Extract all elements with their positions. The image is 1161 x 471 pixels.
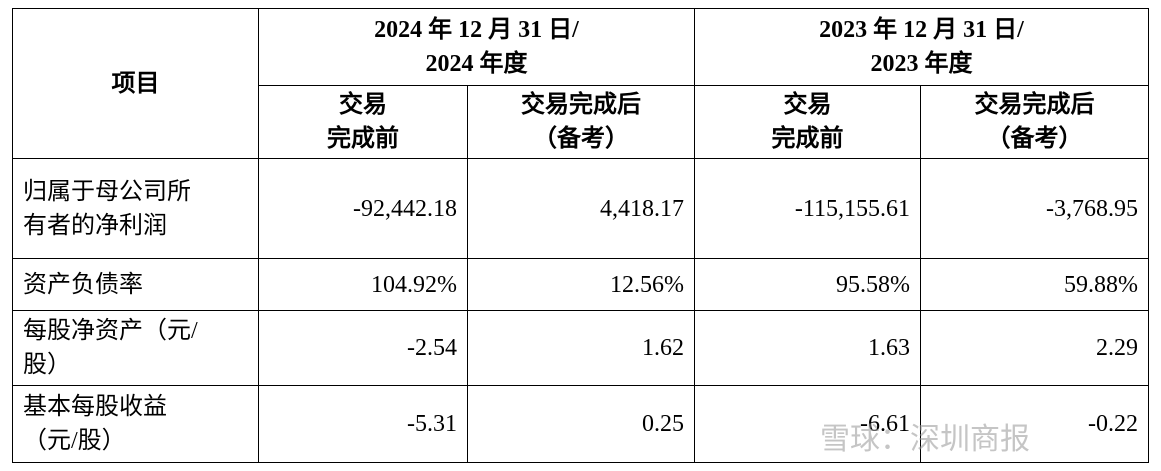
cell-value: -92,442.18 — [258, 158, 468, 259]
header-row: 项目 2024 年 12 月 31 日/ 2024 年度 2023 年 12 月… — [12, 8, 1149, 159]
table-row: 归属于母公司所 有者的净利润 -92,442.18 4,418.17 -115,155… — [12, 158, 1149, 259]
cell-value: 0.25 — [467, 385, 695, 463]
row-label: 每股净资产（元/ 股） — [12, 310, 259, 386]
cell-value: 95.58% — [694, 258, 921, 311]
table-row: 每股净资产（元/ 股） -2.54 1.62 1.63 2.29 — [12, 310, 1149, 386]
row-label: 基本每股收益 （元/股） — [12, 385, 259, 463]
header-item: 项目 — [12, 8, 259, 159]
cell-value: -3,768.95 — [920, 158, 1149, 259]
column-header: 交易完成后 （备考） — [920, 85, 1149, 159]
period-header: 2024 年 12 月 31 日/ 2024 年度 — [258, 8, 695, 86]
cell-value: 2.29 — [920, 310, 1149, 386]
table-row: 资产负债率 104.92% 12.56% 95.58% 59.88% — [12, 258, 1149, 311]
cell-value: 59.88% — [920, 258, 1149, 311]
cell-value: 1.62 — [467, 310, 695, 386]
row-label: 资产负债率 — [12, 258, 259, 311]
column-header: 交易 完成前 — [694, 85, 921, 159]
cell-value: 12.56% — [467, 258, 695, 311]
cell-value: -0.22 — [920, 385, 1149, 463]
cell-value: 4,418.17 — [467, 158, 695, 259]
cell-value: -2.54 — [258, 310, 468, 386]
financial-table: 项目 2024 年 12 月 31 日/ 2024 年度 2023 年 12 月… — [12, 8, 1149, 463]
column-header: 交易完成后 （备考） — [467, 85, 695, 159]
cell-value: -5.31 — [258, 385, 468, 463]
column-header: 交易 完成前 — [258, 85, 468, 159]
cell-value: 1.63 — [694, 310, 921, 386]
table-row: 基本每股收益 （元/股） -5.31 0.25 -6.61 -0.22 — [12, 385, 1149, 463]
watermark: 雪球：深圳商报 — [820, 422, 1030, 457]
cell-value: 104.92% — [258, 258, 468, 311]
cell-value: -115,155.61 — [694, 158, 921, 259]
table-body: 归属于母公司所 有者的净利润 -92,442.18 4,418.17 -115,155… — [12, 158, 1149, 463]
row-label: 归属于母公司所 有者的净利润 — [12, 158, 259, 259]
cell-value: -6.61 — [694, 385, 921, 463]
period-header: 2023 年 12 月 31 日/ 2023 年度 — [694, 8, 1149, 86]
